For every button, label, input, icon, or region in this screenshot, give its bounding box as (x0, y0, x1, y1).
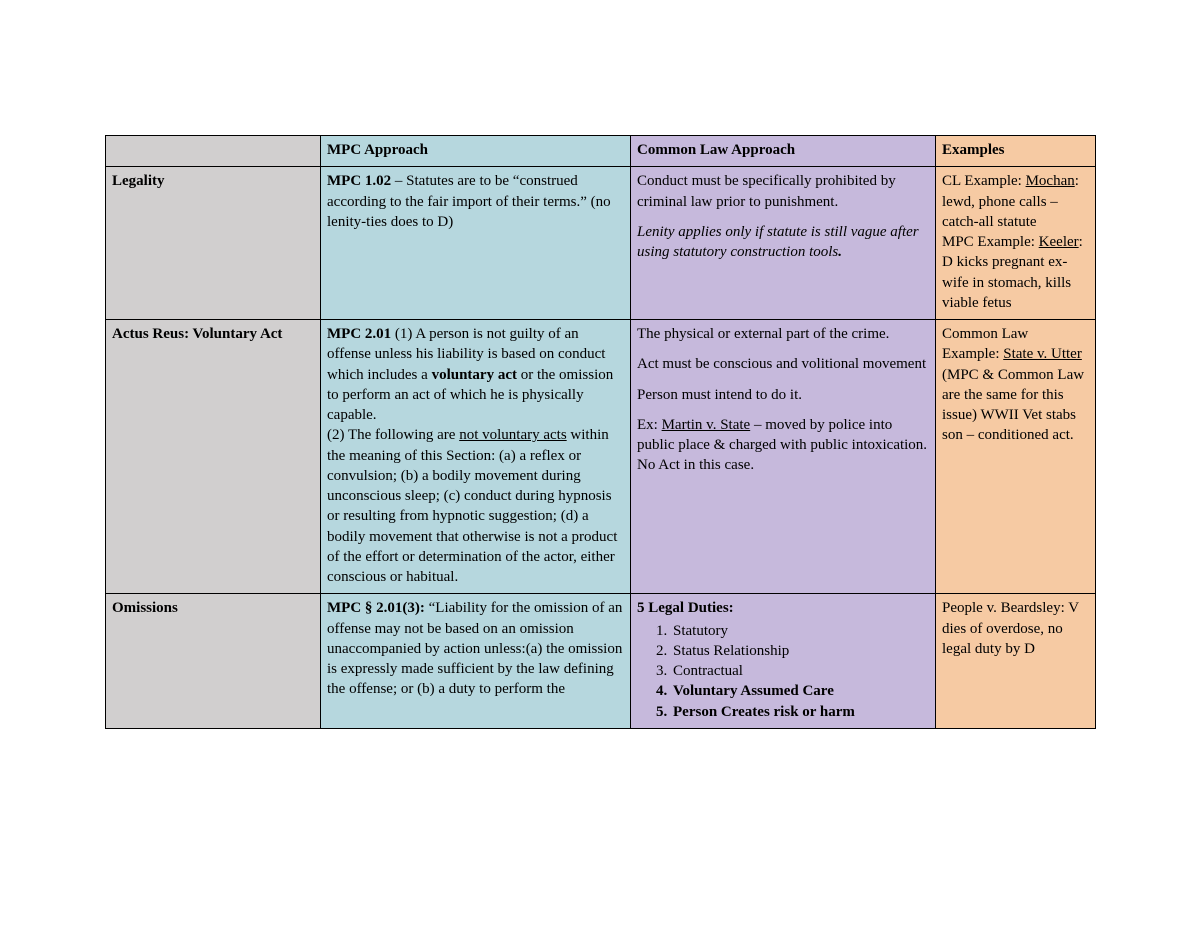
cell-legality-commonlaw: Conduct must be specifically prohibited … (631, 167, 936, 320)
duties-item: Person Creates risk or harm (671, 702, 929, 722)
duties-item: Voluntary Assumed Care (671, 681, 929, 701)
cl-ex-prefix: Ex: (637, 417, 662, 433)
cl-para: Conduct must be specifically prohibited … (637, 171, 929, 212)
cl-p3: Person must intend to do it. (637, 385, 929, 405)
cl-italic-text: Lenity applies only if statute is still … (637, 224, 919, 260)
table-row: Actus Reus: Voluntary Act MPC 2.01 (1) A… (106, 320, 1096, 594)
header-rowheader (106, 136, 321, 167)
duties-list: Statutory Status Relationship Contractua… (637, 621, 929, 722)
cell-actus-mpc: MPC 2.01 (1) A person is not guilty of a… (321, 320, 631, 594)
duties-heading: 5 Legal Duties: (637, 600, 734, 616)
mpc-p2a: (2) The following are (327, 427, 459, 443)
header-commonlaw: Common Law Approach (631, 136, 936, 167)
ex-case: State v. Utter (1003, 346, 1082, 362)
cl-ex-case: Martin v. State (662, 417, 751, 433)
table-header-row: MPC Approach Common Law Approach Example… (106, 136, 1096, 167)
law-comparison-table: MPC Approach Common Law Approach Example… (105, 135, 1096, 729)
header-mpc: MPC Approach (321, 136, 631, 167)
rowlabel-omissions: Omissions (106, 594, 321, 729)
cell-omissions-examples: People v. Beardsley: V dies of overdose,… (936, 594, 1096, 729)
cell-actus-commonlaw: The physical or external part of the cri… (631, 320, 936, 594)
table-row: Legality MPC 1.02 – Statutes are to be “… (106, 167, 1096, 320)
cl-para-italic: Lenity applies only if statute is still … (637, 222, 929, 263)
mpc-volact: voluntary act (432, 367, 517, 383)
table-row: Omissions MPC § 2.01(3): “Liability for … (106, 594, 1096, 729)
mpc-p2b: within the meaning of this Section: (a) … (327, 427, 617, 585)
cell-legality-mpc: MPC 1.02 – Statutes are to be “construed… (321, 167, 631, 320)
mpc-notvol: not voluntary acts (459, 427, 566, 443)
cell-actus-examples: Common Law Example: State v. Utter (MPC … (936, 320, 1096, 594)
ex-cl-prefix: CL Example: (942, 173, 1026, 189)
duties-item: Statutory (671, 621, 929, 641)
ex-mpc-prefix: MPC Example: (942, 234, 1039, 250)
ex-cl-case: Mochan (1026, 173, 1075, 189)
cl-ex: Ex: Martin v. State – moved by police in… (637, 415, 929, 476)
cl-p2: Act must be conscious and volitional mov… (637, 354, 929, 374)
law-table-container: MPC Approach Common Law Approach Example… (105, 135, 1095, 729)
cell-omissions-mpc: MPC § 2.01(3): “Liability for the omissi… (321, 594, 631, 729)
rowlabel-actus-reus: Actus Reus: Voluntary Act (106, 320, 321, 594)
ex-mpc-case: Keeler (1039, 234, 1079, 250)
rowlabel-legality: Legality (106, 167, 321, 320)
duties-item: Status Relationship (671, 641, 929, 661)
cell-omissions-commonlaw: 5 Legal Duties: Statutory Status Relatio… (631, 594, 936, 729)
cl-p1: The physical or external part of the cri… (637, 324, 929, 344)
ex-after: (MPC & Common Law are the same for this … (942, 367, 1084, 444)
duties-item: Contractual (671, 661, 929, 681)
header-examples: Examples (936, 136, 1096, 167)
cl-italic-tail: . (838, 244, 842, 260)
page: MPC Approach Common Law Approach Example… (0, 0, 1200, 927)
cell-legality-examples: CL Example: Mochan: lewd, phone calls – … (936, 167, 1096, 320)
mpc-citation: MPC 1.02 (327, 173, 391, 189)
mpc-citation: MPC 2.01 (327, 326, 391, 342)
mpc-citation: MPC § 2.01(3): (327, 600, 425, 616)
